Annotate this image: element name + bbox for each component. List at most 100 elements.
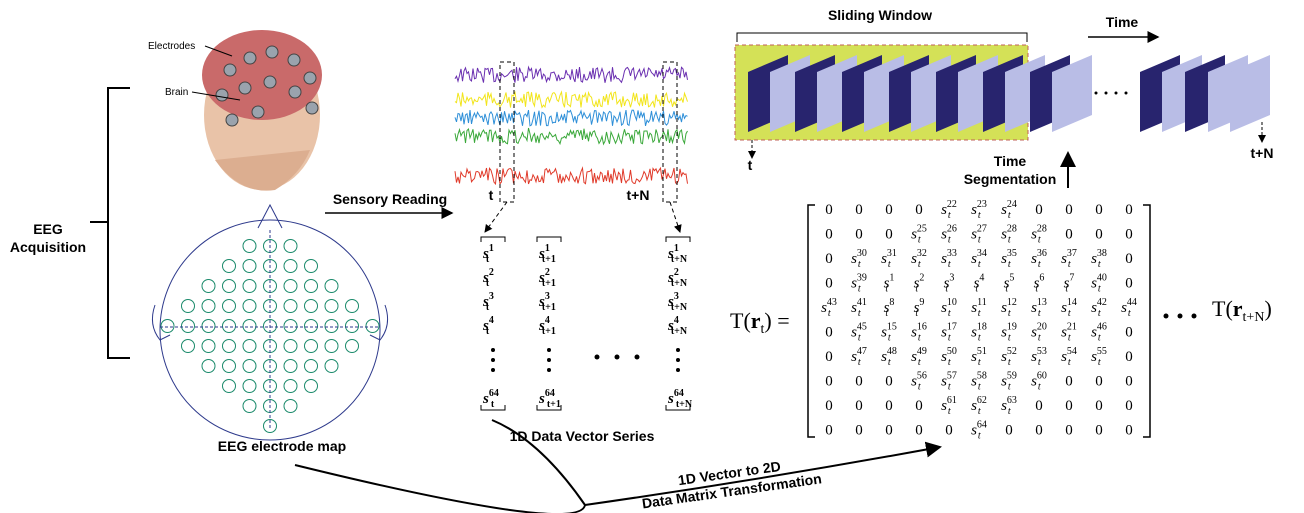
text: s xyxy=(1004,276,1010,292)
matrix-entry: s60 t xyxy=(1031,371,1047,393)
text: t xyxy=(486,302,490,313)
text: 43 xyxy=(827,297,837,308)
matrix-entry: 0 xyxy=(1035,202,1043,218)
bracket xyxy=(107,87,130,359)
signal xyxy=(454,65,688,84)
text: t xyxy=(948,210,951,221)
text: s xyxy=(538,318,545,334)
text: 1 xyxy=(889,273,894,284)
signal xyxy=(454,166,688,186)
text: t xyxy=(1068,308,1071,319)
matrix-entry: 0 xyxy=(855,398,863,414)
electrode-point xyxy=(222,379,236,393)
text: s xyxy=(1031,227,1037,243)
text: 4 xyxy=(489,315,494,326)
matrix-entry: s11 t xyxy=(971,297,986,319)
electrode-point xyxy=(324,339,339,353)
text: t xyxy=(1065,284,1068,295)
text: 28 xyxy=(1037,224,1047,235)
text: 17 xyxy=(947,322,957,333)
text: 39 xyxy=(857,273,867,284)
text: 60 xyxy=(1037,371,1047,382)
text: s xyxy=(482,391,489,407)
segmentation-label: Time Segmentation xyxy=(964,153,1057,187)
text: 41 xyxy=(857,297,867,308)
vector-entry: s64 t+N xyxy=(667,388,693,410)
text: s xyxy=(851,349,857,365)
t-label: t+N xyxy=(1251,145,1274,161)
text: t xyxy=(491,399,495,410)
matrix-entry: s3 t xyxy=(944,273,955,295)
eq: T( xyxy=(730,308,751,333)
text: t xyxy=(948,308,951,319)
text: t xyxy=(978,235,981,246)
text: 56 xyxy=(917,371,927,382)
text: 9 xyxy=(919,297,924,308)
text: t xyxy=(888,357,891,368)
eq: t xyxy=(761,322,765,337)
dot xyxy=(547,348,551,352)
text: s xyxy=(851,325,857,341)
electrode xyxy=(251,105,265,119)
electrode-point xyxy=(181,299,195,313)
text: t xyxy=(858,284,861,295)
text: 14 xyxy=(1067,297,1077,308)
text: t+1 xyxy=(542,326,556,337)
electrode-point xyxy=(283,259,298,273)
electrode-point xyxy=(201,339,216,353)
vector-entry: s1 t xyxy=(482,243,494,265)
matrix-entry: s47 t xyxy=(851,346,867,368)
matrix-entry: 0 xyxy=(1005,423,1013,439)
vector-entry: s3 t xyxy=(482,291,494,313)
eq: t+N xyxy=(1243,310,1265,325)
matrix-entry: s32 t xyxy=(911,248,927,270)
text: 6 xyxy=(1039,273,1044,284)
text: t xyxy=(1008,382,1011,393)
text: 3 xyxy=(949,273,954,284)
electrode-dots xyxy=(215,45,319,127)
electrode-point xyxy=(365,319,380,333)
electrode xyxy=(243,51,257,65)
vector-entry: s1 t+1 xyxy=(538,243,556,265)
matrix-entry: 0 xyxy=(825,227,833,243)
matrix-entry: s37 t xyxy=(1061,248,1077,270)
matrix-entry: 0 xyxy=(825,276,833,292)
matrix-entry: 0 xyxy=(1095,202,1103,218)
matrix-entry: 0 xyxy=(915,423,923,439)
text: 47 xyxy=(857,346,867,357)
electrode xyxy=(287,53,301,67)
electrode xyxy=(305,101,319,115)
line: EEG xyxy=(33,221,63,237)
matrix-entry: 0 xyxy=(1095,423,1103,439)
text: s xyxy=(911,227,917,243)
electrode-point xyxy=(283,359,298,373)
matrix-entry: 0 xyxy=(1065,398,1073,414)
text: s xyxy=(482,294,489,310)
text: t xyxy=(1128,308,1131,319)
text: t xyxy=(486,254,490,265)
electrode-point xyxy=(304,279,318,293)
text: t xyxy=(1038,259,1041,270)
vector-entry: s2 t xyxy=(482,267,494,289)
text: s xyxy=(911,374,917,390)
matrix-entry: 0 xyxy=(1065,423,1073,439)
text: 52 xyxy=(1007,346,1017,357)
matrix-entry: 0 xyxy=(885,202,893,218)
time-series xyxy=(454,65,688,186)
text: 4 xyxy=(674,315,679,326)
matrix-entry: s30 t xyxy=(851,248,867,270)
matrix-entry: s53 t xyxy=(1031,346,1047,368)
text: s xyxy=(538,246,545,262)
text: t xyxy=(888,259,891,270)
text: t xyxy=(1098,357,1101,368)
text: 34 xyxy=(977,248,987,259)
dot xyxy=(547,368,551,372)
text: s xyxy=(1121,300,1127,316)
vector-entry: s4 t+1 xyxy=(538,315,556,337)
matrix-entry: 0 xyxy=(1125,398,1133,414)
text: t xyxy=(948,406,951,417)
electrode-point xyxy=(201,299,216,313)
text: 2 xyxy=(489,267,494,278)
electrode-point xyxy=(222,319,236,333)
